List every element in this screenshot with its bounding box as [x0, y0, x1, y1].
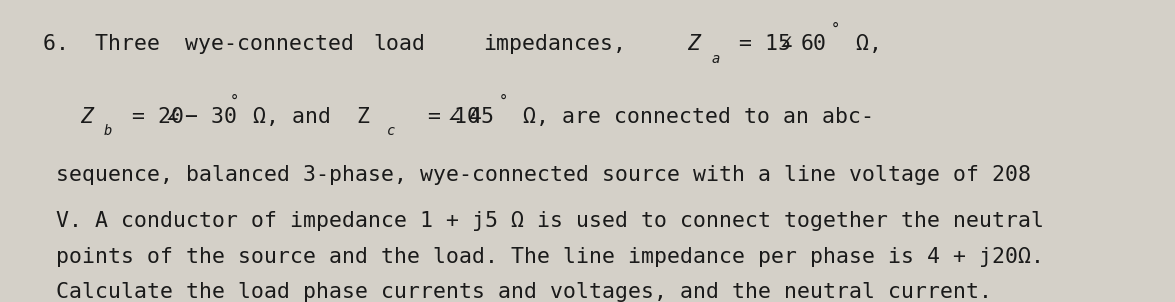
Text: ∠: ∠ [166, 107, 179, 127]
Text: sequence, balanced 3-phase, wye-connected source with a line voltage of 208: sequence, balanced 3-phase, wye-connecte… [56, 165, 1030, 185]
Text: points of the source and the load. The line impedance per phase is 4 + j20Ω.: points of the source and the load. The l… [56, 246, 1043, 266]
Text: impedances,: impedances, [483, 34, 626, 54]
Text: wye-connected: wye-connected [184, 34, 354, 54]
Text: − 30: − 30 [184, 107, 236, 127]
Text: b: b [105, 124, 113, 138]
Text: °: ° [499, 94, 508, 109]
Text: Calculate the load phase currents and voltages, and the neutral current.: Calculate the load phase currents and vo… [56, 282, 992, 302]
Text: Z: Z [80, 107, 93, 127]
Text: = 15: = 15 [726, 34, 791, 54]
Text: Ω, and  Z: Ω, and Z [240, 107, 370, 127]
Text: 45: 45 [469, 107, 495, 127]
Text: c: c [387, 124, 395, 138]
Text: ∠: ∠ [448, 107, 461, 127]
Text: Z: Z [687, 34, 700, 54]
Text: 6.  Three: 6. Three [43, 34, 160, 54]
Text: Ω, are connected to an abc-: Ω, are connected to an abc- [510, 107, 874, 127]
Text: = 10: = 10 [402, 107, 479, 127]
Text: °: ° [230, 94, 239, 109]
Text: ∠: ∠ [780, 34, 793, 54]
Text: V. A conductor of impedance 1 + j5 Ω is used to connect together the neutral: V. A conductor of impedance 1 + j5 Ω is … [56, 211, 1043, 231]
Text: load: load [374, 34, 425, 54]
Text: = 20: = 20 [119, 107, 183, 127]
Text: °: ° [831, 22, 840, 37]
Text: 60: 60 [800, 34, 827, 54]
Text: Ω,: Ω, [842, 34, 881, 54]
Text: a: a [712, 52, 720, 66]
